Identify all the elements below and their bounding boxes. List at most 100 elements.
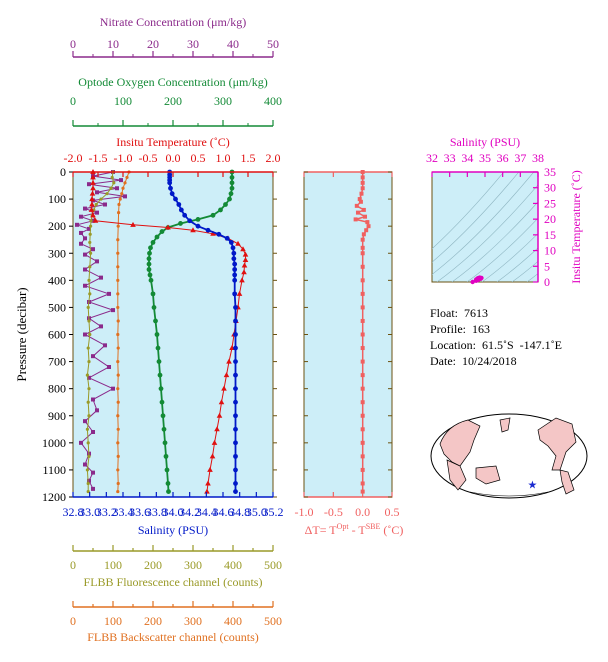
backscatter-tick-label: 0 [70,614,76,628]
backscatter-point [116,481,120,486]
ts-temperature-tick-label: 5 [544,259,550,273]
nitrate-point [95,210,99,215]
salinity-point [232,291,238,297]
temperature-axis-title: Insitu Temperature (˚C) [116,135,230,149]
delta-t-point [353,217,358,222]
backscatter-point [116,305,120,310]
pressure-tick-label: 100 [48,192,66,206]
salinity-point [173,196,178,202]
ts-isopycnal-line [432,172,535,275]
delta-t-point [355,210,360,215]
profile-number: Profile: 163 [430,322,490,336]
float-location-marker: ★ [527,479,537,492]
pressure-tick-label: 1100 [42,463,66,477]
ts-point [478,276,483,282]
oxygen-point [159,229,165,234]
delta-t-point [360,489,365,494]
nitrate-point [79,440,83,445]
salinity-point [205,227,211,233]
salinity-point [233,413,238,419]
delta-t-point [360,305,365,310]
salinity-tick-label: 33.6 [129,505,150,519]
float-location: Location: 61.5˚S -147.1˚E [430,338,562,352]
backscatter-point [125,175,129,180]
fluorescence-tick-label: 200 [144,558,162,572]
temperature-point [241,262,248,268]
salinity-point [228,240,234,245]
ts-plot-area [431,171,539,283]
temperature-point [236,290,243,296]
oxygen-point [146,267,152,272]
temperature-point [235,240,241,246]
nitrate-point [103,343,107,348]
backscatter-point [116,387,120,391]
ts-isopycnal-line [511,260,538,282]
oxygen-point [159,399,165,405]
nitrate-point [115,186,119,191]
nitrate-axis-title: Nitrate Concentration (μm/kg) [100,15,246,29]
salinity-tick-label: 35.0 [246,505,267,519]
salinity-tick-label: 34.4 [196,505,217,519]
pressure-tick-label: 900 [48,409,66,423]
ts-temperature-title: Insitu Temperature (˚C) [569,170,583,284]
backscatter-tick-label: 400 [224,614,242,628]
pressure-axis-title: Pressure (decibar) [14,287,29,381]
salinity-point [233,359,238,364]
salinity-point [232,267,238,272]
oxygen-tick-label: 400 [264,94,282,108]
delta-t-point [360,245,365,250]
salinity-tick-label: 32.8 [63,505,84,519]
temperature-tick-label: -1.5 [89,151,108,165]
delta-t-point [360,264,365,269]
salinity-tick-label: 33.2 [96,505,117,519]
salinity-point [231,256,237,262]
fluorescence-point [86,400,90,404]
fluorescence-point [86,305,90,310]
ts-salinity-tick-label: 36 [497,151,509,165]
nitrate-point [91,397,95,402]
oxygen-point [161,426,167,432]
backscatter-point [116,319,120,323]
temperature-point [221,385,227,391]
temperature-point [90,212,96,218]
ts-temperature-tick-label: 20 [544,212,556,226]
backscatter-point [117,202,121,207]
salinity-point [169,191,175,197]
backscatter-point [116,346,120,350]
nitrate-point [83,462,87,467]
backscatter-tick-label: 100 [104,614,122,628]
main-plot-area [72,171,274,498]
temperature-point [240,246,246,252]
fluorescence-point [86,441,90,445]
nitrate-point [91,247,95,252]
map-landmass [499,417,511,433]
oxygen-point [164,467,170,473]
ts-isopycnals [432,172,538,282]
backscatter-point [116,278,120,282]
nitrate-point [91,430,95,434]
delta-t-point [360,318,365,323]
temperature-point [89,201,95,207]
nitrate-point [83,283,87,288]
delta-t-point [360,251,365,256]
nitrate-point [107,291,111,296]
fluorescence-tick-label: 100 [104,558,122,572]
salinity-tick-label: 35.2 [263,505,284,519]
delta-t-point [360,346,365,351]
profile-date: Date: 10/24/2018 [430,354,517,368]
backscatter-axis-title: FLBB Backscatter channel (counts) [87,630,259,644]
delta-t-tick-label: 0.5 [385,505,400,519]
nitrate-tick-label: 50 [267,37,279,51]
oxygen-tick-label: 0 [70,94,76,108]
backscatter-point [116,292,120,296]
backscatter-point [117,211,121,215]
ts-temperature-tick-label: 0 [544,275,550,289]
float-id: Float: 7613 [430,306,489,320]
oxygen-point [223,202,228,207]
delta-t-axis-title: ΔT= TOpt - TSBE (˚C) [305,522,404,537]
temperature-point [216,412,223,418]
temperature-tick-label: 1.5 [241,151,256,165]
delta-t-point [360,359,365,364]
salinity-point [232,272,238,278]
